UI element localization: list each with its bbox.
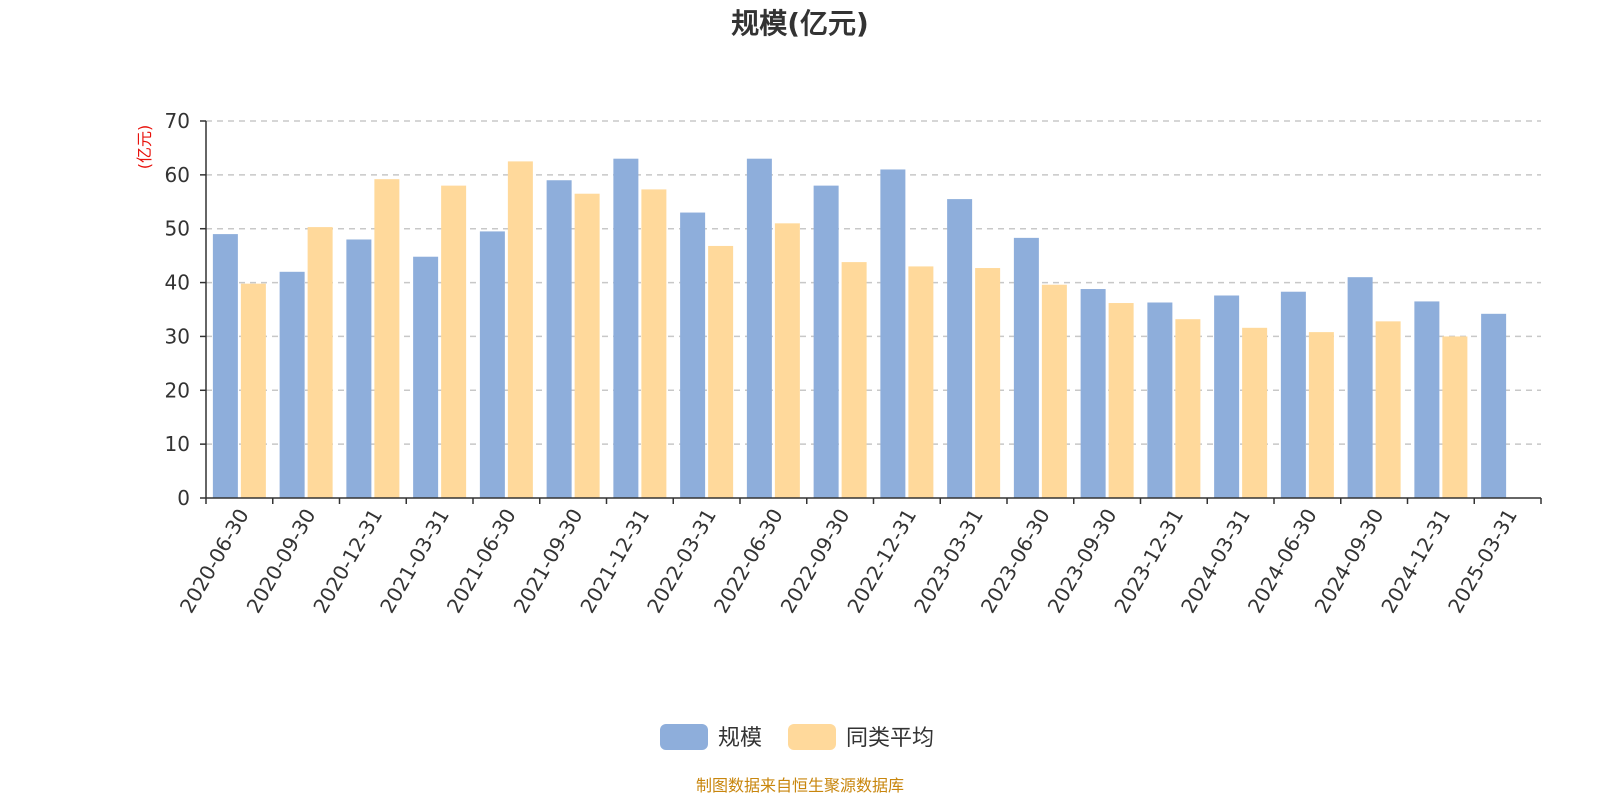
y-tick-label: 60 — [165, 163, 190, 187]
y-tick-label: 40 — [165, 271, 190, 295]
y-tick-label: 30 — [165, 324, 190, 348]
bar-peer-average — [908, 266, 934, 498]
x-tick-label: 2023-12-31 — [1109, 505, 1188, 618]
bar-peer-average — [1442, 336, 1468, 498]
y-axis-unit: (亿元) — [135, 125, 154, 170]
bar-scale — [947, 199, 973, 499]
bar-scale — [746, 158, 772, 498]
grid-lines — [206, 120, 1541, 445]
x-tick-label: 2023-09-30 — [1043, 505, 1122, 618]
bar-peer-average — [641, 189, 667, 499]
x-tick-label: 2021-09-30 — [509, 505, 588, 618]
x-tick-label: 2021-03-31 — [375, 505, 454, 618]
y-tick-label: 10 — [165, 432, 190, 456]
x-tick-label: 2020-09-30 — [242, 505, 321, 618]
legend-label: 规模 — [718, 726, 762, 751]
bar-peer-average — [307, 227, 333, 498]
bar-scale — [1481, 313, 1507, 498]
y-tick-label: 50 — [165, 217, 190, 241]
bar-peer-average — [1108, 303, 1134, 498]
x-tick-label: 2020-06-30 — [175, 505, 254, 618]
x-tick-label: 2021-12-31 — [575, 505, 654, 618]
y-tick-label: 20 — [165, 378, 190, 402]
bar-peer-average — [441, 185, 467, 498]
legend-swatch — [788, 724, 836, 750]
bar-peer-average — [507, 161, 533, 498]
bar-peer-average — [240, 283, 266, 498]
bar-scale — [1347, 277, 1373, 498]
bar-peer-average — [841, 262, 867, 498]
bar-peer-average — [374, 179, 400, 498]
y-tick-label: 0 — [177, 486, 190, 510]
bars — [212, 158, 1507, 499]
bar-scale — [680, 212, 706, 499]
legend: 规模 同类平均 — [660, 724, 934, 751]
legend-swatch — [660, 724, 708, 750]
x-tick-label: 2024-09-30 — [1310, 505, 1389, 618]
data-source-note: 制图数据来自恒生聚源数据库 — [696, 776, 904, 795]
bar-peer-average — [1175, 319, 1201, 498]
bar-scale — [479, 231, 505, 498]
bar-peer-average — [708, 245, 734, 498]
x-tick-label: 2022-12-31 — [842, 505, 921, 618]
bar-scale — [1080, 289, 1106, 498]
x-tick-label: 2024-12-31 — [1376, 505, 1455, 618]
x-tick-label: 2024-03-31 — [1176, 505, 1255, 618]
bar-scale — [1214, 295, 1240, 498]
x-tick-label: 2023-03-31 — [909, 505, 988, 618]
bar-peer-average — [574, 193, 600, 498]
bar-scale — [813, 185, 839, 498]
bar-scale — [1414, 301, 1440, 498]
bar-peer-average — [1375, 321, 1401, 498]
x-tick-label: 2023-06-30 — [976, 505, 1055, 618]
y-tick-label: 70 — [165, 109, 190, 133]
bar-peer-average — [1242, 327, 1268, 498]
bar-scale — [613, 158, 639, 498]
bar-scale — [413, 256, 439, 498]
x-tick-label: 2025-03-31 — [1443, 505, 1522, 618]
x-tick-label: 2022-06-30 — [709, 505, 788, 618]
bar-scale — [212, 234, 238, 498]
bar-peer-average — [975, 268, 1001, 498]
bar-scale — [346, 239, 372, 498]
bar-scale — [1013, 237, 1039, 498]
x-tick-label: 2022-09-30 — [776, 505, 855, 618]
bar-peer-average — [1308, 332, 1334, 498]
bar-scale — [1280, 291, 1306, 498]
x-tick-label: 2024-06-30 — [1243, 505, 1322, 618]
bar-peer-average — [1041, 284, 1067, 498]
x-tick-label: 2020-12-31 — [308, 505, 387, 618]
bar-peer-average — [774, 223, 800, 499]
legend-label: 同类平均 — [846, 726, 934, 751]
bar-scale — [1147, 302, 1173, 498]
bar-scale — [880, 169, 906, 498]
bar-scale — [546, 180, 572, 498]
x-tick-label: 2022-03-31 — [642, 505, 721, 618]
chart-title: 规模(亿元) — [731, 7, 869, 40]
x-tick-label: 2021-06-30 — [442, 505, 521, 618]
bar-scale — [279, 271, 305, 498]
